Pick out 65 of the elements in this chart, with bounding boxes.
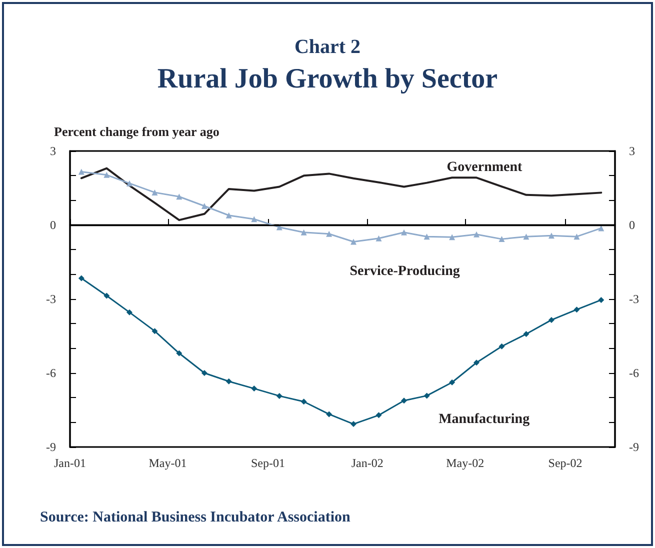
series-label: Manufacturing <box>438 412 530 427</box>
source-note: Source: National Business Incubator Association <box>40 510 351 526</box>
point <box>574 234 580 240</box>
series-label: Service-Producing <box>350 264 460 280</box>
y-tick-label: 0 <box>50 218 56 232</box>
point <box>326 230 332 237</box>
y2-tick-label: 0 <box>629 218 635 232</box>
point <box>152 189 158 196</box>
point <box>251 216 258 222</box>
x-tick-label: May-01 <box>148 456 187 470</box>
point <box>424 392 430 399</box>
y2-tick-label: -6 <box>629 366 639 380</box>
y-tick-label: -6 <box>46 366 56 380</box>
point <box>276 392 282 399</box>
y-tick-label: -3 <box>46 292 56 306</box>
x-tick-label: Jan-02 <box>351 456 384 470</box>
y2-tick-label: 3 <box>629 144 635 158</box>
point <box>498 236 505 242</box>
point <box>176 350 182 356</box>
point <box>104 172 110 178</box>
y2-tick-label: -9 <box>629 440 639 454</box>
point <box>226 378 232 384</box>
point <box>152 328 158 334</box>
point <box>424 234 430 240</box>
y-axis-title: Percent change from year ago <box>54 124 220 139</box>
point <box>78 168 84 175</box>
point <box>176 194 182 200</box>
point <box>598 296 604 303</box>
point <box>449 234 456 240</box>
point <box>300 398 307 405</box>
point <box>201 370 208 376</box>
x-tick-label: Jan-01 <box>54 456 86 470</box>
point <box>251 386 258 392</box>
point <box>574 306 580 313</box>
point <box>326 411 332 418</box>
x-tick-label: Sep-02 <box>548 456 582 470</box>
point <box>201 203 208 210</box>
x-tick-label: Sep-01 <box>250 456 285 470</box>
point <box>548 232 554 239</box>
chart-subtitle: Chart 2 <box>294 36 361 58</box>
point <box>126 180 132 186</box>
y-tick-label: -9 <box>46 440 56 454</box>
point <box>376 235 382 242</box>
x-tick-label: May-02 <box>446 456 484 470</box>
point <box>350 238 356 245</box>
point <box>126 309 132 316</box>
point <box>498 343 505 350</box>
point <box>523 331 530 338</box>
series-label: Government <box>446 160 523 176</box>
point <box>104 292 110 299</box>
point <box>449 379 456 386</box>
point <box>401 398 408 404</box>
y2-tick-label: -3 <box>629 292 639 306</box>
point <box>300 229 307 236</box>
point <box>548 316 554 323</box>
chart-title: Rural Job Growth by Sector <box>157 64 498 94</box>
point <box>401 229 408 236</box>
point <box>78 275 84 282</box>
point <box>226 212 232 218</box>
point <box>376 412 382 418</box>
point <box>350 421 356 428</box>
point <box>523 234 530 240</box>
point <box>474 360 480 366</box>
y-tick-label: 3 <box>50 144 56 158</box>
point <box>474 231 480 238</box>
